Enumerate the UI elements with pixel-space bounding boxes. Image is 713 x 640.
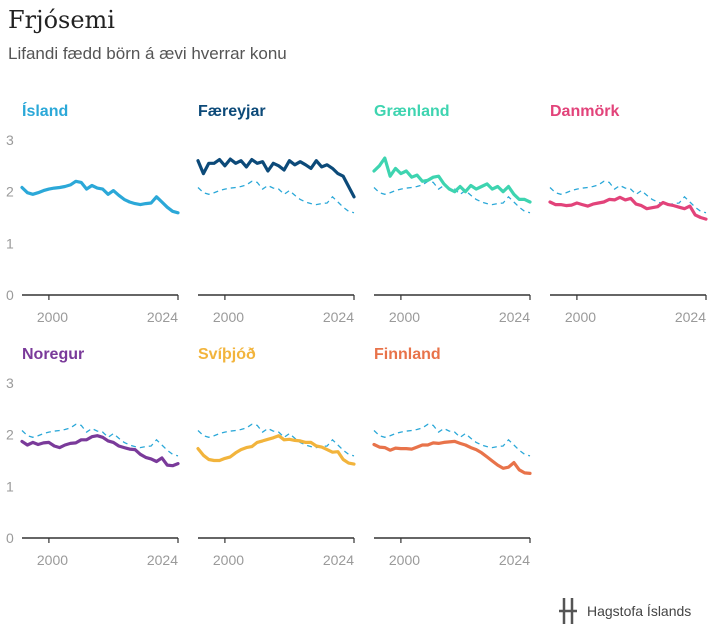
x-tick-label: 2024	[675, 309, 706, 325]
reference-line-island	[549, 180, 707, 214]
reference-line-island	[197, 180, 355, 214]
series-line-svithjod	[196, 434, 356, 466]
x-tick-label: 2024	[499, 309, 530, 325]
reference-line-island	[373, 423, 531, 457]
series-line-finnland	[372, 439, 532, 475]
y-tick-label: 0	[6, 530, 14, 546]
x-tick-label: 2000	[213, 552, 244, 568]
x-tick-label: 2024	[323, 552, 354, 568]
panel-title-graenland: Grænland	[374, 103, 450, 120]
hagstofa-logo-text: Hagstofa Íslands	[587, 603, 692, 619]
x-tick-label: 2024	[499, 552, 530, 568]
hagstofa-logo-icon	[559, 598, 577, 624]
x-tick-label: 2024	[323, 309, 354, 325]
series-line-danmork	[548, 195, 708, 221]
y-tick-label: 2	[6, 184, 14, 200]
reference-line-island	[197, 423, 355, 457]
x-tick-label: 2000	[389, 309, 420, 325]
chart-subtitle: Lifandi fædd börn á ævi hverrar konu	[8, 44, 287, 63]
y-tick-label: 2	[6, 427, 14, 443]
reference-line-island	[373, 180, 531, 214]
x-tick-label: 2000	[389, 552, 420, 568]
series-line-island	[20, 179, 180, 215]
x-tick-label: 2000	[37, 309, 68, 325]
y-tick-label: 3	[6, 375, 14, 391]
y-tick-label: 1	[6, 478, 14, 494]
x-tick-label: 2000	[213, 309, 244, 325]
panel-title-island: Ísland	[22, 101, 68, 120]
panel-title-faereyjar: Færeyjar	[198, 103, 266, 120]
x-tick-label: 2000	[565, 309, 596, 325]
chart-title: Frjósemi	[8, 6, 115, 34]
reference-line-island	[21, 423, 179, 457]
panel-title-svithjod: Svíþjóð	[198, 346, 256, 363]
series-line-noregur	[20, 434, 180, 468]
panel-title-finnland: Finnland	[374, 346, 441, 363]
y-tick-label: 3	[6, 132, 14, 148]
panel-title-danmork: Danmörk	[550, 103, 619, 120]
series-line-faereyjar	[196, 157, 356, 199]
x-tick-label: 2024	[147, 309, 178, 325]
series-line-graenland	[372, 156, 532, 204]
hagstofa-logo: Hagstofa Íslands	[557, 596, 691, 626]
y-tick-label: 0	[6, 287, 14, 303]
y-tick-label: 1	[6, 235, 14, 251]
x-tick-label: 2000	[37, 552, 68, 568]
x-tick-label: 2024	[147, 552, 178, 568]
panel-title-noregur: Noregur	[22, 346, 84, 363]
